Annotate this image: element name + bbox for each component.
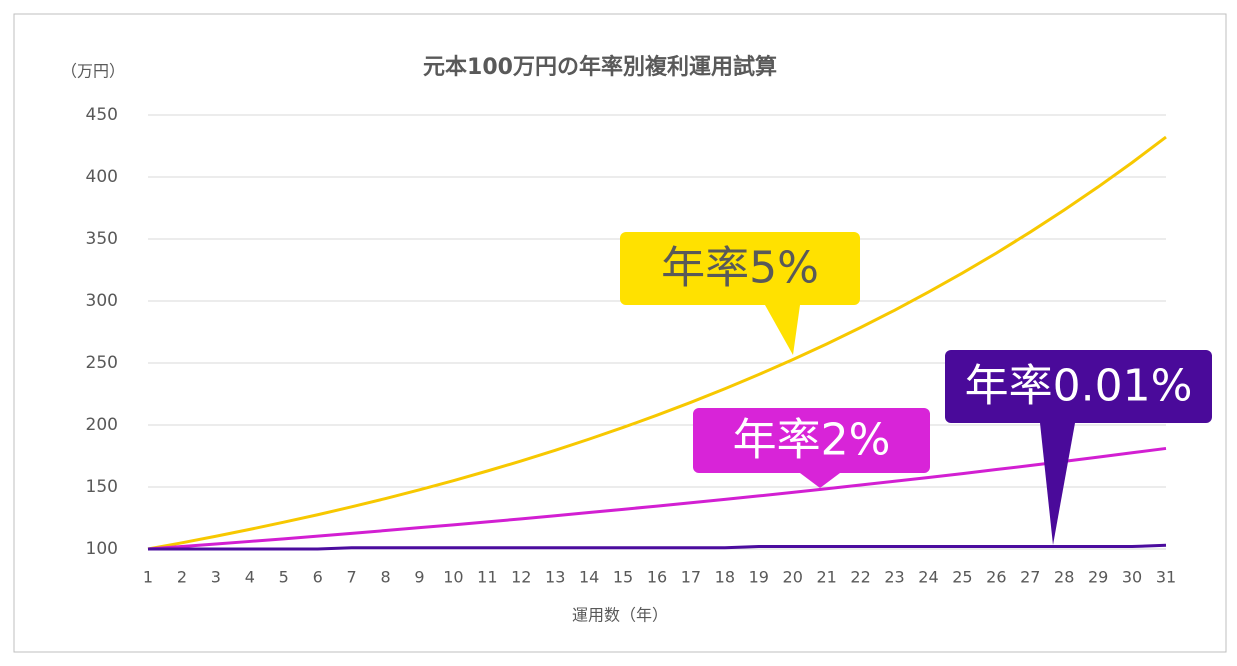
x-tick-label: 12 [511, 568, 531, 587]
x-tick-label: 6 [313, 568, 323, 587]
x-tick-label: 23 [884, 568, 904, 587]
callout-box [693, 408, 930, 473]
callout-pointer [765, 305, 800, 355]
y-axis-label: （万円） [61, 62, 125, 81]
x-tick-label: 24 [918, 568, 938, 587]
callout-pointer [1040, 423, 1075, 545]
y-tick-label: 400 [86, 167, 118, 187]
y-tick-label: 250 [86, 353, 118, 373]
x-tick-label: 8 [380, 568, 390, 587]
y-tick-label: 100 [86, 539, 118, 559]
x-tick-label: 19 [749, 568, 769, 587]
x-tick-label: 17 [681, 568, 701, 587]
x-tick-label: 13 [545, 568, 565, 587]
y-tick-label: 150 [86, 477, 118, 497]
x-tick-label: 25 [952, 568, 972, 587]
x-tick-label: 16 [647, 568, 667, 587]
x-tick-label: 4 [245, 568, 255, 587]
legend-label: 年率2% [733, 415, 891, 466]
x-tick-label: 7 [347, 568, 357, 587]
x-tick-label: 29 [1088, 568, 1108, 587]
y-tick-label: 350 [86, 229, 118, 249]
x-tick-label: 18 [715, 568, 735, 587]
x-tick-label: 3 [211, 568, 221, 587]
series-line [147, 135, 1167, 551]
x-tick-label: 21 [816, 568, 836, 587]
x-tick-label: 2 [177, 568, 187, 587]
legend-label: 年率0.01% [965, 361, 1193, 412]
x-tick-label: 22 [850, 568, 870, 587]
chart-title: 元本100万円の年率別複利運用試算 [423, 54, 777, 80]
x-tick-label: 5 [279, 568, 289, 587]
callout-box [945, 350, 1212, 423]
series-line [148, 543, 1167, 551]
x-tick-label: 31 [1156, 568, 1176, 587]
chart-border [13, 13, 1227, 653]
x-tick-label: 26 [986, 568, 1006, 587]
x-tick-label: 15 [613, 568, 633, 587]
callout-pointer [800, 473, 840, 488]
x-tick-label: 10 [443, 568, 463, 587]
y-tick-label: 450 [86, 105, 118, 125]
x-tick-label: 9 [414, 568, 424, 587]
y-tick-label: 300 [86, 291, 118, 311]
x-tick-label: 11 [477, 568, 497, 587]
x-tick-label: 30 [1122, 568, 1142, 587]
x-axis-label: 運用数（年） [572, 606, 668, 625]
x-tick-label: 28 [1054, 568, 1074, 587]
legend-label: 年率5% [661, 243, 819, 294]
x-tick-label: 27 [1020, 568, 1040, 587]
series-line [147, 446, 1167, 551]
y-tick-label: 200 [86, 415, 118, 435]
x-tick-label: 1 [143, 568, 153, 587]
x-tick-label: 20 [783, 568, 803, 587]
x-tick-label: 14 [579, 568, 599, 587]
callout-box [620, 232, 860, 305]
